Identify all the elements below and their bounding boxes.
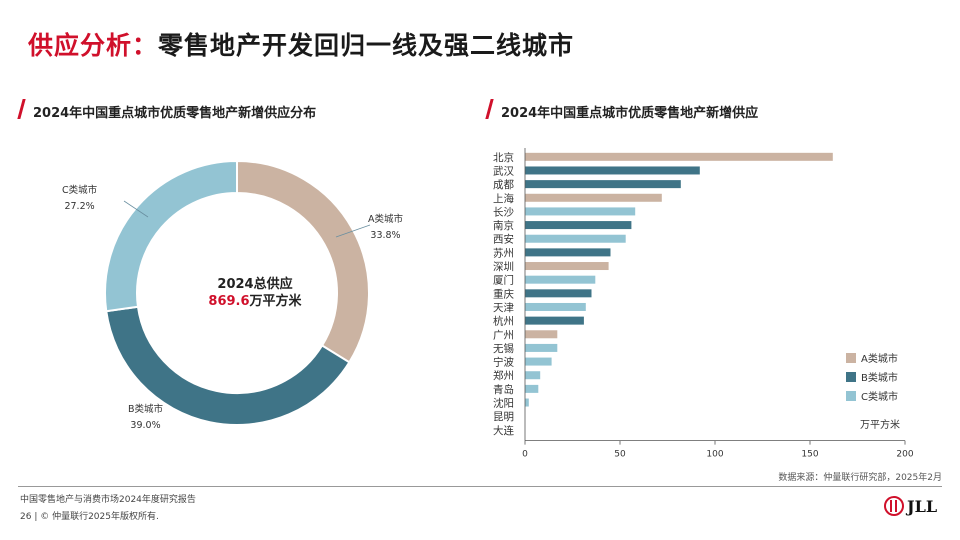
bar-宁波: [525, 357, 552, 366]
left-section-slash-icon: [17, 99, 26, 119]
bar-天津: [525, 302, 586, 311]
bar-青岛: [525, 384, 539, 393]
legend-item-a: A类城市: [846, 350, 898, 365]
bar-axis-unit: 万平方米: [860, 420, 900, 431]
bar-category-label: 天津: [493, 302, 514, 314]
legend-item-c: C类城市: [846, 388, 898, 403]
footer-divider: [18, 486, 942, 487]
x-tick-label: 100: [706, 450, 723, 460]
bar-category-label: 武汉: [493, 164, 514, 177]
slice-label-b-value: 39.0%: [130, 420, 161, 431]
bar-category-label: 北京: [493, 151, 514, 164]
bar-厦门: [525, 275, 596, 284]
bar-category-label: 青岛: [493, 383, 514, 396]
bar-重庆: [525, 289, 592, 298]
x-tick-label: 0: [522, 450, 528, 460]
bar-深圳: [525, 262, 609, 271]
x-tick-label: 50: [614, 450, 626, 460]
leader-line-a: [335, 224, 371, 238]
legend-label-a: A类城市: [861, 354, 898, 365]
slice-label-b: B类城市 39.0%: [128, 402, 163, 434]
bar-category-label: 昆明: [493, 411, 514, 423]
bar-无锡: [525, 343, 558, 352]
bar-category-label: 广州: [493, 329, 514, 341]
slice-label-a-value: 33.8%: [370, 230, 401, 241]
bar-西安: [525, 234, 626, 243]
x-tick-label: 200: [896, 450, 913, 460]
page-title: 供应分析：零售地产开发回归一线及强二线城市: [28, 26, 574, 62]
legend-item-b: B类城市: [846, 369, 898, 384]
bar-category-label: 杭州: [493, 315, 514, 328]
legend-swatch-c: [846, 390, 856, 401]
slice-label-c-value: 27.2%: [64, 201, 95, 212]
bar-category-label: 沈阳: [493, 397, 514, 410]
bar-category-label: 成都: [493, 179, 514, 191]
bar-category-label: 长沙: [493, 206, 514, 218]
slice-label-a: A类城市 33.8%: [368, 212, 403, 244]
donut-chart: [104, 159, 371, 426]
bar-category-label: 宁波: [493, 356, 514, 369]
bar-郑州: [525, 371, 541, 380]
page-title-rest: 零售地产开发回归一线及强二线城市: [158, 31, 575, 60]
bar-南京: [525, 221, 632, 230]
legend-swatch-b: [846, 371, 856, 382]
donut-center-title: 2024总供应: [217, 277, 293, 292]
bar-苏州: [525, 248, 611, 257]
slice-label-c-name: C类城市: [62, 185, 98, 196]
bar-上海: [525, 193, 662, 202]
bar-category-label: 上海: [493, 192, 514, 205]
donut-center-number: 869.6: [208, 294, 250, 309]
bar-成都: [525, 180, 681, 189]
leader-line-c: [123, 200, 149, 218]
bar-category-label: 无锡: [493, 342, 514, 355]
donut-center-value: 869.6万平方米: [180, 290, 330, 309]
bar-chart: 北京武汉成都上海长沙南京西安苏州深圳厦门重庆天津杭州广州无锡宁波郑州青岛沈阳昆明…: [493, 148, 914, 460]
bar-category-label: 郑州: [493, 369, 514, 382]
bar-category-label: 大连: [493, 424, 514, 437]
data-source: 数据来源：仲量联行研究部，2025年2月: [778, 473, 942, 483]
bar-广州: [525, 330, 558, 339]
slice-label-b-name: B类城市: [128, 404, 164, 415]
jll-logo-text: JLL: [907, 496, 938, 516]
legend-label-b: B类城市: [861, 373, 898, 384]
donut-slice-c: [104, 159, 238, 313]
bar-武汉: [525, 166, 700, 175]
bar-category-label: 西安: [493, 233, 514, 246]
bar-category-label: 厦门: [493, 274, 514, 287]
bar-北京: [525, 152, 833, 161]
bar-category-label: 重庆: [493, 287, 514, 300]
donut-center-unit: 万平方米: [249, 294, 302, 309]
jll-logo: JLL: [884, 496, 937, 516]
right-section-title: 2024年中国重点城市优质零售地产新增供应: [501, 106, 759, 121]
bar-杭州: [525, 316, 584, 325]
slice-label-a-name: A类城市: [368, 214, 403, 225]
footer-report-name: 中国零售地产与消费市场2024年度研究报告: [20, 495, 196, 505]
bar-长沙: [525, 207, 636, 216]
page-title-accent: 供应分析：: [28, 31, 159, 60]
right-section-slash-icon: [485, 99, 494, 119]
bar-category-label: 深圳: [493, 261, 514, 273]
legend-swatch-a: [846, 352, 856, 363]
x-tick-label: 150: [801, 450, 818, 460]
slice-label-c: C类城市 27.2%: [62, 183, 97, 215]
donut-slice-a: [236, 159, 370, 364]
bar-category-label: 南京: [493, 219, 514, 232]
jll-logo-icon: [884, 496, 904, 516]
legend-label-c: C类城市: [861, 392, 898, 403]
bar-category-label: 苏州: [493, 246, 514, 259]
left-section-title: 2024年中国重点城市优质零售地产新增供应分布: [33, 106, 317, 121]
bar-沈阳: [525, 398, 529, 407]
footer-copyright: 26 | © 仲量联行2025年版权所有.: [20, 512, 159, 522]
